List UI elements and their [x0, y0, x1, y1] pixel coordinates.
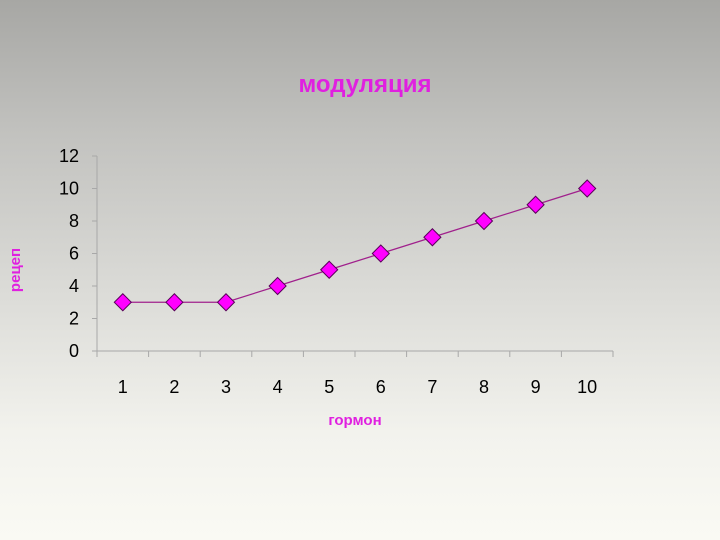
x-tick-label: 10 [577, 377, 597, 397]
y-tick-label: 10 [59, 179, 79, 199]
data-point [526, 195, 545, 214]
x-tick-label: 5 [324, 377, 334, 397]
x-axis-title: гормон [328, 412, 381, 429]
y-tick-label: 0 [69, 341, 79, 361]
y-tick-label: 8 [69, 211, 79, 231]
data-point [423, 228, 442, 247]
series-line [122, 187, 588, 303]
x-tick-label: 9 [531, 377, 541, 397]
x-tick-label: 1 [118, 377, 128, 397]
chart-title: модуляция [298, 71, 431, 98]
data-point [371, 244, 391, 263]
y-tick-label: 12 [59, 146, 79, 166]
x-tick-label: 4 [273, 377, 283, 397]
y-axis-title: рецеп [7, 248, 24, 292]
x-tick-label: 3 [221, 377, 231, 397]
data-point [577, 179, 597, 198]
y-tick-label: 4 [69, 276, 79, 296]
x-tick-label: 6 [376, 377, 386, 397]
data-point [113, 293, 133, 312]
data-point [319, 260, 339, 279]
data-point [474, 211, 494, 231]
data-point [216, 293, 236, 312]
y-tick-label: 6 [69, 244, 79, 264]
x-tick-label: 2 [169, 377, 179, 397]
data-point [165, 293, 184, 312]
x-tick-label: 8 [479, 377, 489, 397]
x-tick-label: 7 [427, 377, 437, 397]
y-tick-label: 2 [69, 309, 79, 329]
data-point [268, 276, 287, 296]
